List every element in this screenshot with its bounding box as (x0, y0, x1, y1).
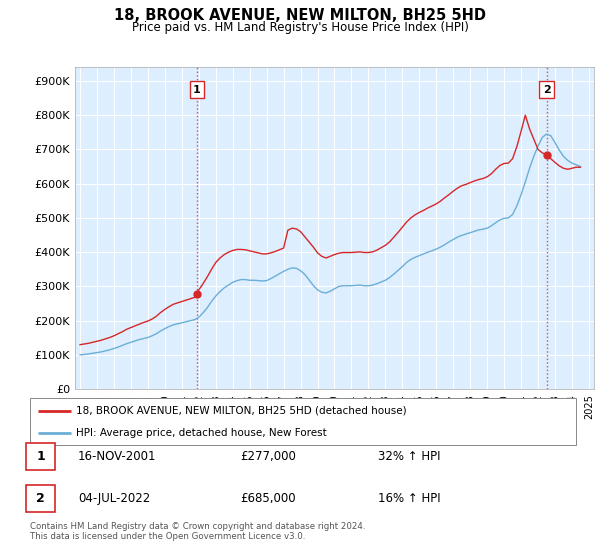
Text: 1: 1 (193, 85, 200, 95)
FancyBboxPatch shape (30, 398, 576, 445)
Text: Contains HM Land Registry data © Crown copyright and database right 2024.
This d: Contains HM Land Registry data © Crown c… (30, 522, 365, 542)
Text: 04-JUL-2022: 04-JUL-2022 (78, 492, 150, 505)
FancyBboxPatch shape (26, 486, 55, 511)
Text: £277,000: £277,000 (240, 450, 296, 463)
Text: 18, BROOK AVENUE, NEW MILTON, BH25 5HD (detached house): 18, BROOK AVENUE, NEW MILTON, BH25 5HD (… (76, 406, 407, 416)
Text: 1: 1 (36, 450, 45, 463)
Text: 2: 2 (542, 85, 550, 95)
Text: 16% ↑ HPI: 16% ↑ HPI (378, 492, 440, 505)
FancyBboxPatch shape (26, 444, 55, 469)
Text: Price paid vs. HM Land Registry's House Price Index (HPI): Price paid vs. HM Land Registry's House … (131, 21, 469, 34)
Text: 2: 2 (36, 492, 45, 505)
Text: 16-NOV-2001: 16-NOV-2001 (78, 450, 157, 463)
Text: 32% ↑ HPI: 32% ↑ HPI (378, 450, 440, 463)
Text: 18, BROOK AVENUE, NEW MILTON, BH25 5HD: 18, BROOK AVENUE, NEW MILTON, BH25 5HD (114, 8, 486, 24)
Text: £685,000: £685,000 (240, 492, 296, 505)
Text: HPI: Average price, detached house, New Forest: HPI: Average price, detached house, New … (76, 428, 327, 438)
